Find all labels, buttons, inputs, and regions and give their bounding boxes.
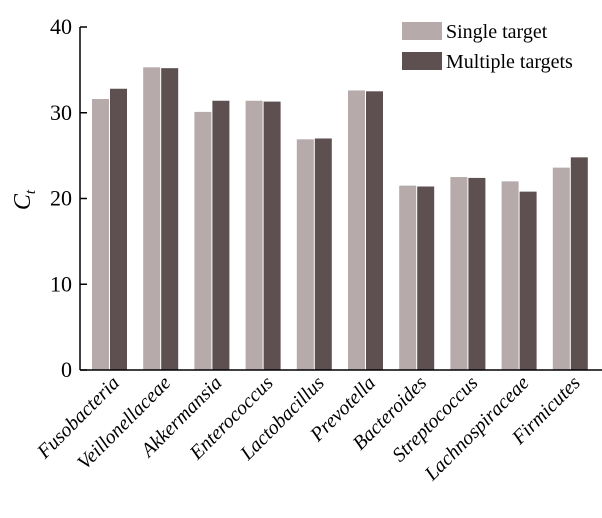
legend-label-single: Single target bbox=[446, 21, 548, 43]
bar-single-streptococcus bbox=[450, 177, 468, 370]
legend-label-multiple: Multiple targets bbox=[446, 51, 573, 73]
y-tick-label-0: 0 bbox=[61, 357, 72, 382]
y-tick-label-10: 10 bbox=[50, 271, 72, 296]
bar-single-lachnospiraceae bbox=[501, 181, 519, 370]
y-ticks-layer: 0 10 20 30 40 bbox=[50, 14, 87, 382]
x-labels-layer: FusobacteriaVeillonellaceaeAkkermansiaEn… bbox=[32, 372, 585, 486]
bar-multiple-fusobacteria bbox=[110, 88, 127, 371]
y-axis-label-main: C bbox=[10, 193, 36, 210]
bar-multiple-prevotella bbox=[366, 91, 383, 370]
legend-swatch-single bbox=[402, 22, 442, 40]
bar-single-akkermansia bbox=[194, 111, 212, 370]
y-tick-label-20: 20 bbox=[50, 186, 72, 211]
y-axis-label-subscript: t bbox=[23, 189, 39, 194]
bar-single-firmicutes bbox=[552, 167, 570, 370]
bar-single-prevotella bbox=[348, 90, 365, 370]
bars-layer bbox=[92, 67, 588, 371]
legend-swatch-multiple bbox=[402, 52, 442, 70]
bar-single-bacteroides bbox=[399, 185, 417, 370]
bar-multiple-firmicutes bbox=[570, 157, 588, 370]
bar-multiple-bacteroides bbox=[417, 186, 435, 370]
bar-single-lactobacillus bbox=[296, 139, 314, 370]
bar-multiple-lactobacillus bbox=[314, 138, 332, 370]
bar-single-enterococcus bbox=[245, 100, 263, 371]
bar-multiple-veillonellaceae bbox=[161, 68, 179, 370]
bar-multiple-enterococcus bbox=[263, 101, 281, 370]
bar-multiple-lachnospiraceae bbox=[519, 191, 537, 370]
y-tick-label-40: 40 bbox=[50, 14, 72, 39]
bar-single-veillonellaceae bbox=[143, 67, 161, 371]
bar-multiple-streptococcus bbox=[468, 177, 486, 370]
bar-multiple-akkermansia bbox=[212, 100, 230, 371]
bar-single-fusobacteria bbox=[92, 99, 109, 370]
svg-text:Ct: Ct bbox=[10, 189, 39, 210]
legend: Single target Multiple targets bbox=[402, 21, 573, 73]
y-axis-label: Ct bbox=[10, 189, 39, 210]
y-tick-label-30: 30 bbox=[50, 100, 72, 125]
